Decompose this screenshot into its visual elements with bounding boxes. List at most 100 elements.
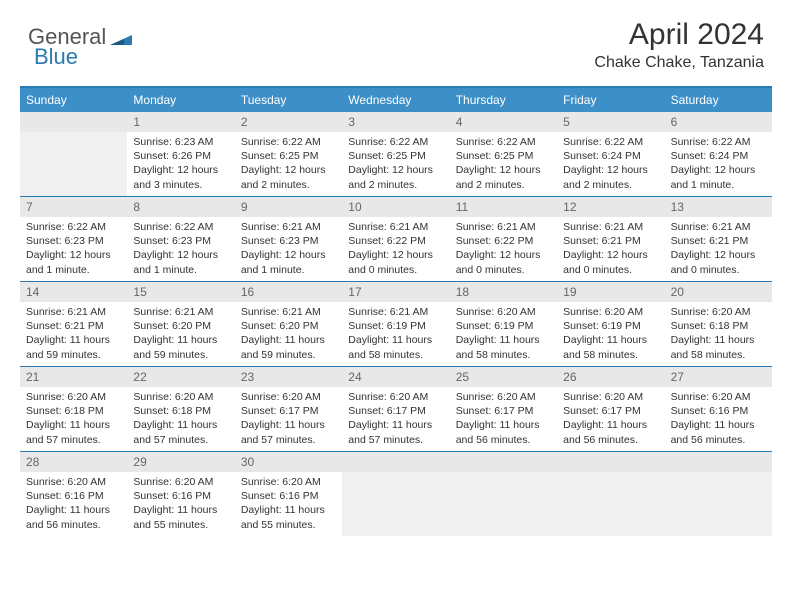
day-details: Sunrise: 6:20 AMSunset: 6:16 PMDaylight:… <box>127 472 234 536</box>
sunrise-text: Sunrise: 6:20 AM <box>671 305 766 319</box>
sunrise-text: Sunrise: 6:20 AM <box>26 390 121 404</box>
daylight-text: Daylight: 11 hours and 56 minutes. <box>456 418 551 446</box>
daylight-text: Daylight: 11 hours and 55 minutes. <box>133 503 228 531</box>
weekday-header: Wednesday <box>342 88 449 112</box>
day-details: Sunrise: 6:22 AMSunset: 6:24 PMDaylight:… <box>665 132 772 196</box>
sunrise-text: Sunrise: 6:22 AM <box>26 220 121 234</box>
sunset-text: Sunset: 6:25 PM <box>241 149 336 163</box>
day-cell: 14Sunrise: 6:21 AMSunset: 6:21 PMDayligh… <box>20 282 127 366</box>
weekday-header: Sunday <box>20 88 127 112</box>
weekday-header: Thursday <box>450 88 557 112</box>
sunset-text: Sunset: 6:25 PM <box>348 149 443 163</box>
sunrise-text: Sunrise: 6:20 AM <box>563 305 658 319</box>
sunrise-text: Sunrise: 6:20 AM <box>456 390 551 404</box>
day-number <box>665 452 772 472</box>
day-details: Sunrise: 6:22 AMSunset: 6:24 PMDaylight:… <box>557 132 664 196</box>
day-cell: 9Sunrise: 6:21 AMSunset: 6:23 PMDaylight… <box>235 197 342 281</box>
sunset-text: Sunset: 6:18 PM <box>671 319 766 333</box>
day-cell <box>342 452 449 536</box>
daylight-text: Daylight: 12 hours and 1 minute. <box>26 248 121 276</box>
day-number: 20 <box>665 282 772 302</box>
daylight-text: Daylight: 11 hours and 56 minutes. <box>671 418 766 446</box>
sunset-text: Sunset: 6:20 PM <box>241 319 336 333</box>
day-number: 11 <box>450 197 557 217</box>
sunset-text: Sunset: 6:19 PM <box>348 319 443 333</box>
day-details: Sunrise: 6:21 AMSunset: 6:22 PMDaylight:… <box>450 217 557 281</box>
weekday-header: Saturday <box>665 88 772 112</box>
daylight-text: Daylight: 12 hours and 0 minutes. <box>563 248 658 276</box>
sunset-text: Sunset: 6:23 PM <box>26 234 121 248</box>
sunset-text: Sunset: 6:18 PM <box>26 404 121 418</box>
sunset-text: Sunset: 6:23 PM <box>241 234 336 248</box>
logo-text-2: Blue <box>34 44 78 70</box>
sunset-text: Sunset: 6:18 PM <box>133 404 228 418</box>
day-details: Sunrise: 6:23 AMSunset: 6:26 PMDaylight:… <box>127 132 234 196</box>
day-number: 28 <box>20 452 127 472</box>
sunset-text: Sunset: 6:16 PM <box>241 489 336 503</box>
calendar: Sunday Monday Tuesday Wednesday Thursday… <box>20 86 772 536</box>
day-details: Sunrise: 6:20 AMSunset: 6:17 PMDaylight:… <box>557 387 664 451</box>
sunrise-text: Sunrise: 6:22 AM <box>133 220 228 234</box>
sunrise-text: Sunrise: 6:20 AM <box>241 475 336 489</box>
day-cell: 12Sunrise: 6:21 AMSunset: 6:21 PMDayligh… <box>557 197 664 281</box>
sunrise-text: Sunrise: 6:23 AM <box>133 135 228 149</box>
day-cell: 11Sunrise: 6:21 AMSunset: 6:22 PMDayligh… <box>450 197 557 281</box>
day-details: Sunrise: 6:22 AMSunset: 6:25 PMDaylight:… <box>450 132 557 196</box>
sunrise-text: Sunrise: 6:21 AM <box>348 305 443 319</box>
daylight-text: Daylight: 11 hours and 59 minutes. <box>241 333 336 361</box>
day-details: Sunrise: 6:20 AMSunset: 6:17 PMDaylight:… <box>235 387 342 451</box>
sunrise-text: Sunrise: 6:22 AM <box>563 135 658 149</box>
sunrise-text: Sunrise: 6:22 AM <box>671 135 766 149</box>
daylight-text: Daylight: 12 hours and 0 minutes. <box>348 248 443 276</box>
sunrise-text: Sunrise: 6:22 AM <box>456 135 551 149</box>
sunrise-text: Sunrise: 6:22 AM <box>241 135 336 149</box>
day-details: Sunrise: 6:20 AMSunset: 6:18 PMDaylight:… <box>127 387 234 451</box>
sunrise-text: Sunrise: 6:20 AM <box>671 390 766 404</box>
daylight-text: Daylight: 11 hours and 58 minutes. <box>671 333 766 361</box>
day-cell: 7Sunrise: 6:22 AMSunset: 6:23 PMDaylight… <box>20 197 127 281</box>
week-row: 7Sunrise: 6:22 AMSunset: 6:23 PMDaylight… <box>20 196 772 281</box>
day-details: Sunrise: 6:21 AMSunset: 6:21 PMDaylight:… <box>557 217 664 281</box>
day-number: 23 <box>235 367 342 387</box>
title-block: April 2024 Chake Chake, Tanzania <box>594 18 764 72</box>
day-cell: 16Sunrise: 6:21 AMSunset: 6:20 PMDayligh… <box>235 282 342 366</box>
week-row: 1Sunrise: 6:23 AMSunset: 6:26 PMDaylight… <box>20 112 772 196</box>
day-number: 21 <box>20 367 127 387</box>
weekday-header: Friday <box>557 88 664 112</box>
day-cell: 10Sunrise: 6:21 AMSunset: 6:22 PMDayligh… <box>342 197 449 281</box>
day-number: 18 <box>450 282 557 302</box>
daylight-text: Daylight: 11 hours and 57 minutes. <box>348 418 443 446</box>
daylight-text: Daylight: 11 hours and 56 minutes. <box>563 418 658 446</box>
day-details: Sunrise: 6:21 AMSunset: 6:20 PMDaylight:… <box>235 302 342 366</box>
week-row: 21Sunrise: 6:20 AMSunset: 6:18 PMDayligh… <box>20 366 772 451</box>
daylight-text: Daylight: 12 hours and 1 minute. <box>241 248 336 276</box>
day-details: Sunrise: 6:21 AMSunset: 6:23 PMDaylight:… <box>235 217 342 281</box>
sunset-text: Sunset: 6:19 PM <box>456 319 551 333</box>
day-cell: 22Sunrise: 6:20 AMSunset: 6:18 PMDayligh… <box>127 367 234 451</box>
daylight-text: Daylight: 11 hours and 58 minutes. <box>348 333 443 361</box>
day-details: Sunrise: 6:20 AMSunset: 6:18 PMDaylight:… <box>20 387 127 451</box>
day-number <box>20 112 127 132</box>
day-number: 6 <box>665 112 772 132</box>
sunrise-text: Sunrise: 6:20 AM <box>456 305 551 319</box>
daylight-text: Daylight: 12 hours and 2 minutes. <box>456 163 551 191</box>
sunrise-text: Sunrise: 6:21 AM <box>133 305 228 319</box>
daylight-text: Daylight: 11 hours and 57 minutes. <box>241 418 336 446</box>
daylight-text: Daylight: 12 hours and 1 minute. <box>671 163 766 191</box>
sunset-text: Sunset: 6:25 PM <box>456 149 551 163</box>
daylight-text: Daylight: 11 hours and 55 minutes. <box>241 503 336 531</box>
daylight-text: Daylight: 11 hours and 56 minutes. <box>26 503 121 531</box>
sunset-text: Sunset: 6:16 PM <box>133 489 228 503</box>
sunset-text: Sunset: 6:20 PM <box>133 319 228 333</box>
sunrise-text: Sunrise: 6:22 AM <box>348 135 443 149</box>
sunset-text: Sunset: 6:21 PM <box>26 319 121 333</box>
daylight-text: Daylight: 12 hours and 1 minute. <box>133 248 228 276</box>
sunrise-text: Sunrise: 6:21 AM <box>241 220 336 234</box>
day-cell: 20Sunrise: 6:20 AMSunset: 6:18 PMDayligh… <box>665 282 772 366</box>
day-number: 15 <box>127 282 234 302</box>
day-number: 10 <box>342 197 449 217</box>
day-cell: 23Sunrise: 6:20 AMSunset: 6:17 PMDayligh… <box>235 367 342 451</box>
day-cell: 17Sunrise: 6:21 AMSunset: 6:19 PMDayligh… <box>342 282 449 366</box>
sunrise-text: Sunrise: 6:21 AM <box>348 220 443 234</box>
day-details: Sunrise: 6:20 AMSunset: 6:18 PMDaylight:… <box>665 302 772 366</box>
